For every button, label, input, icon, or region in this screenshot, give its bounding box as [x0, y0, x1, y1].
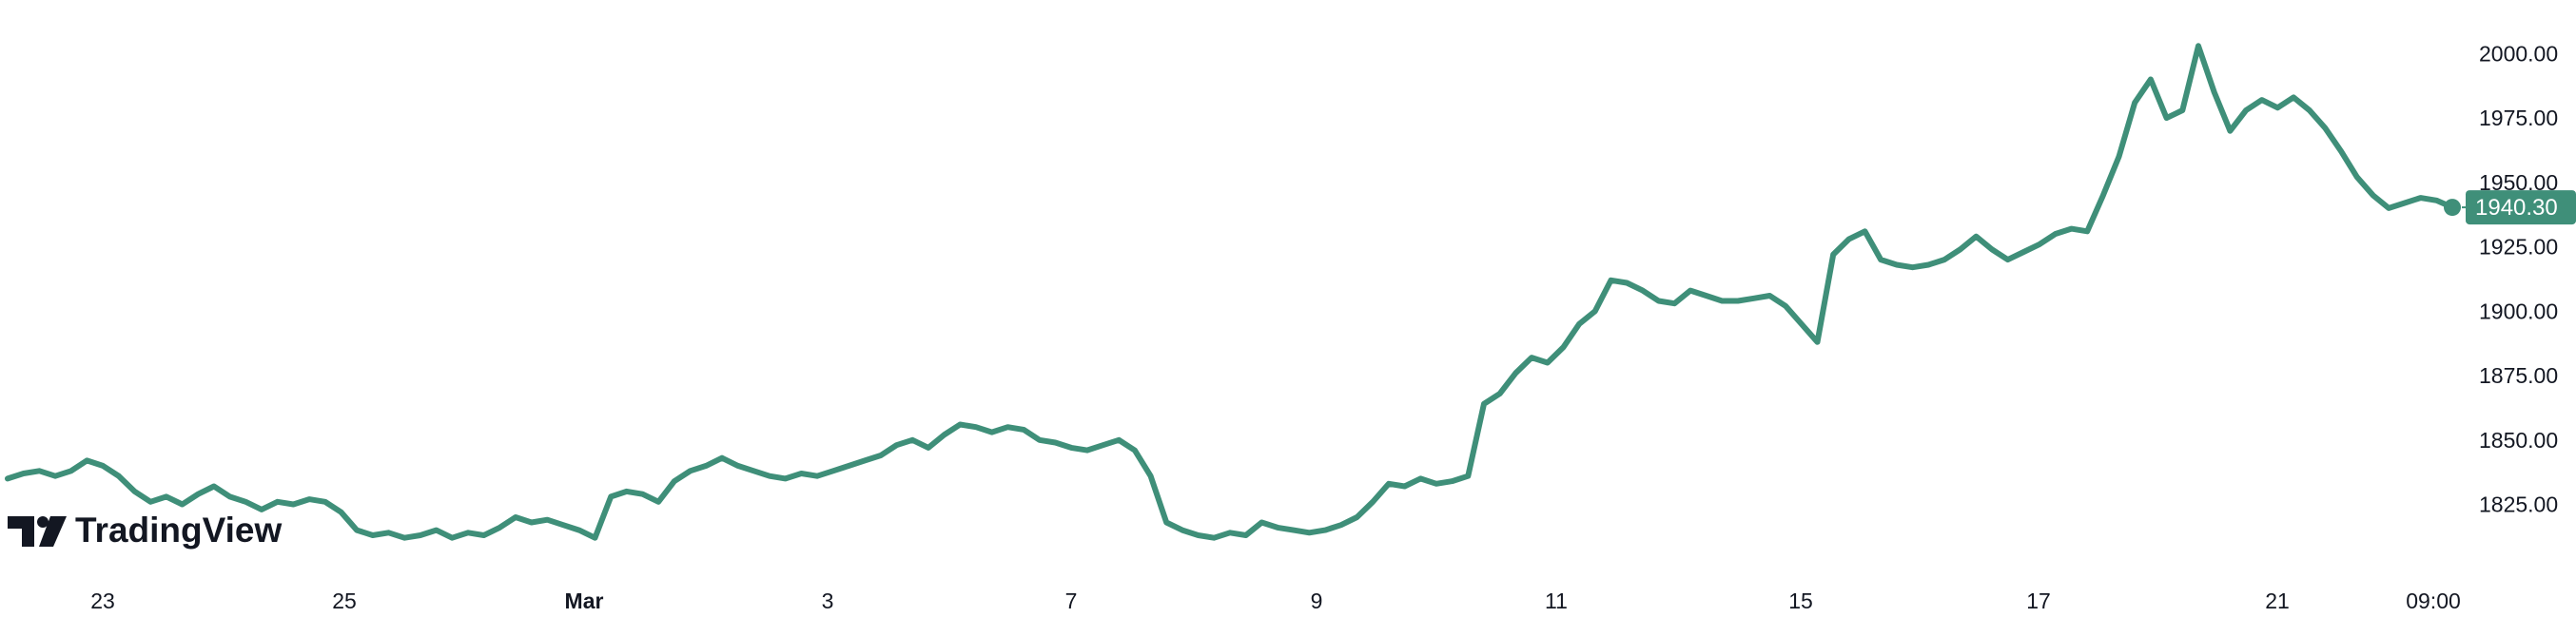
y-axis-tick-label: 2000.00: [2479, 41, 2558, 66]
last-price-tag: [2466, 190, 2576, 225]
y-axis[interactable]: 2000.001975.001950.001925.001900.001875.…: [2479, 41, 2558, 516]
x-axis-tick-label: 25: [332, 589, 357, 613]
y-axis-tick-label: 1825.00: [2479, 492, 2558, 517]
x-axis-tick-label: 3: [822, 589, 834, 613]
x-axis[interactable]: 23 25 Mar 3 7 9 11 15 17 21 09:00: [90, 589, 2461, 613]
x-axis-tick-label: 15: [1788, 589, 1813, 613]
x-axis-tick-label: 21: [2265, 589, 2290, 613]
tradingview-logo[interactable]: TradingView: [8, 511, 282, 550]
price-line: [5, 43, 2455, 541]
x-axis-tick-label: 17: [2026, 589, 2051, 613]
last-price-label: 1940.30: [2475, 195, 2558, 221]
y-axis-tick-label: 1975.00: [2479, 106, 2558, 130]
tradingview-logo-text: TradingView: [75, 511, 282, 550]
tradingview-logo-icon: [8, 516, 67, 547]
x-axis-tick-label: 9: [1311, 589, 1323, 613]
x-axis-tick-label: 11: [1545, 589, 1568, 613]
y-axis-tick-label: 1925.00: [2479, 235, 2558, 260]
y-axis-tick-label: 1900.00: [2479, 299, 2558, 323]
y-axis-tick-label: 1850.00: [2479, 428, 2558, 453]
x-axis-tick-label: 23: [90, 589, 115, 613]
x-axis-tick-label: 09:00: [2406, 589, 2461, 613]
x-axis-tick-label: 7: [1065, 589, 1078, 613]
series-group: [5, 43, 2461, 541]
last-price-marker: 1940.30: [2462, 190, 2576, 225]
last-price-point: [2444, 199, 2461, 217]
y-axis-tick-label: 1875.00: [2479, 363, 2558, 388]
x-axis-tick-label: Mar: [565, 589, 604, 613]
